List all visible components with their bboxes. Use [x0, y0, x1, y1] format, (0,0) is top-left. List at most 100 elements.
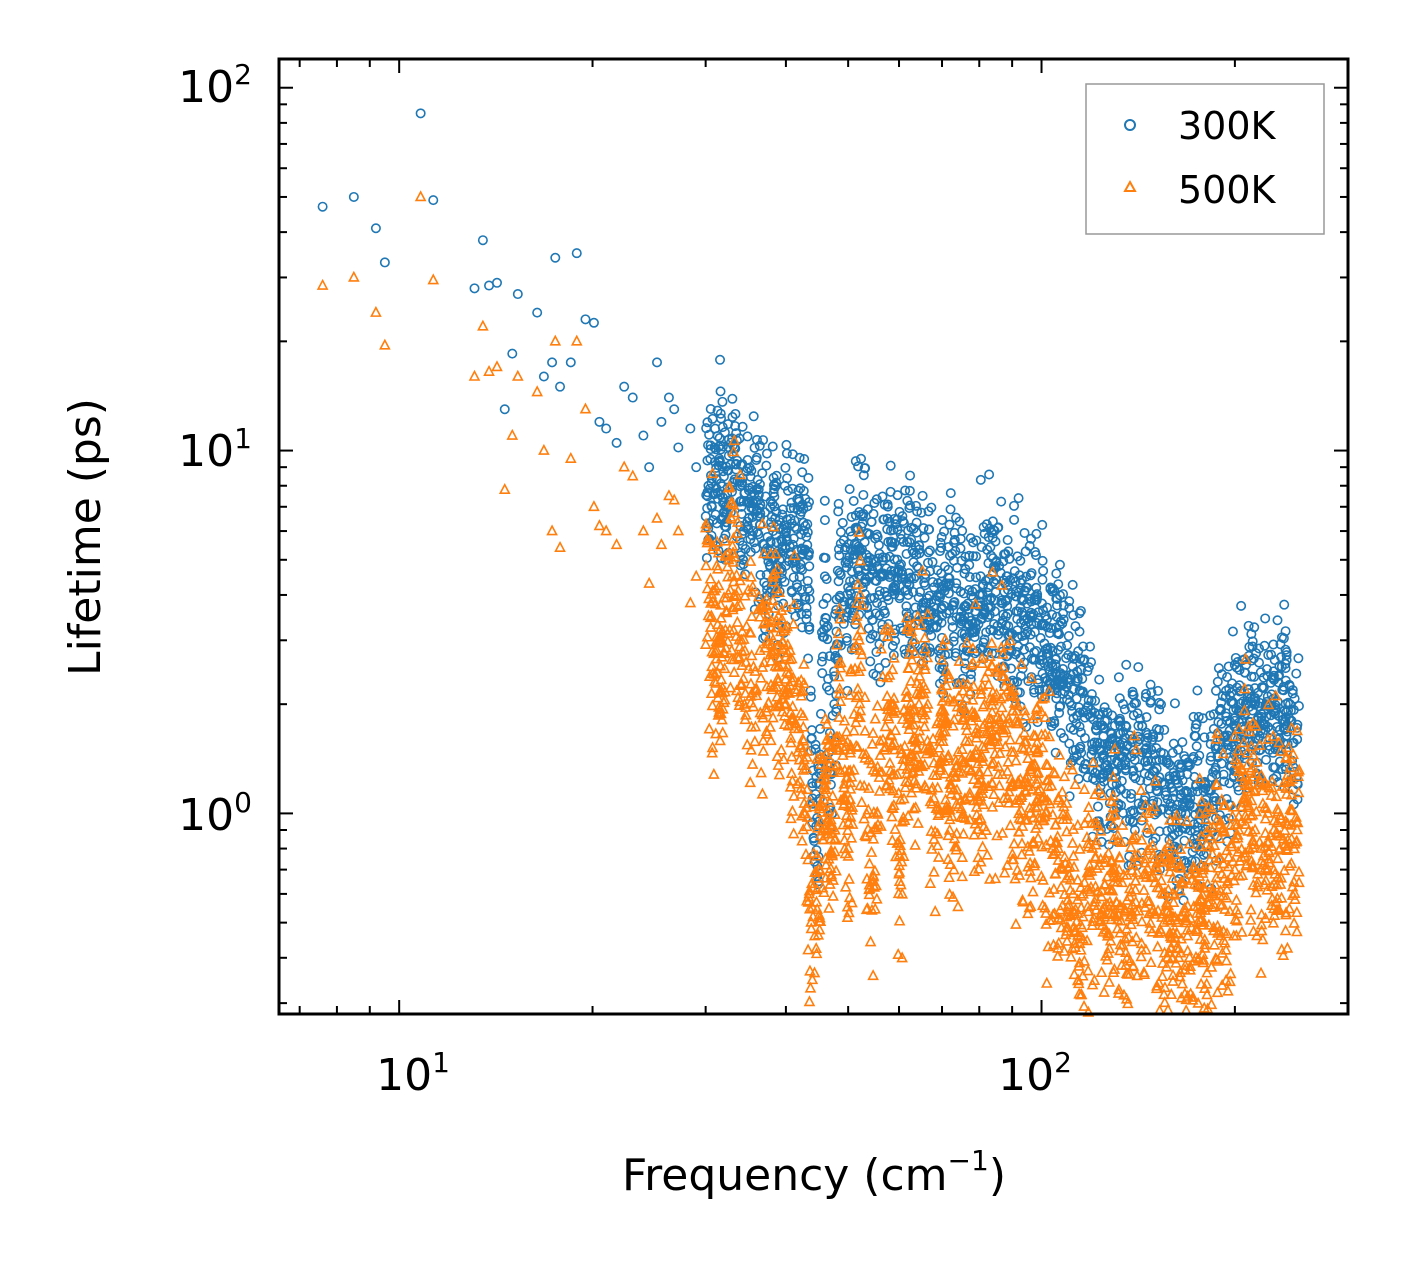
data-point-300k: [820, 552, 831, 563]
data-point-500k: [1096, 789, 1109, 801]
data-point-300k: [757, 468, 768, 479]
data-point-500k: [1211, 986, 1224, 998]
data-point-300k: [964, 572, 975, 583]
data-point-300k: [1085, 712, 1096, 723]
data-point-300k: [996, 496, 1007, 507]
data-point-300k: [714, 457, 725, 468]
data-point-300k: [840, 557, 851, 568]
data-point-500k: [1277, 948, 1290, 960]
data-point-300k: [1002, 534, 1013, 545]
data-point-500k: [1181, 814, 1193, 826]
data-point-500k: [904, 750, 917, 762]
data-point-300k: [989, 606, 1000, 617]
data-point-500k: [1120, 922, 1133, 934]
data-point-500k: [838, 714, 851, 726]
data-point-300k: [874, 662, 885, 673]
data-point-500k: [1284, 761, 1296, 773]
data-point-500k: [1193, 772, 1206, 784]
data-point-500k: [1211, 778, 1223, 790]
data-point-500k: [588, 500, 600, 512]
data-point-300k: [833, 576, 844, 587]
data-point-500k: [969, 747, 982, 759]
data-point-500k: [1281, 768, 1294, 780]
data-point-500k: [1047, 908, 1059, 920]
data-point-300k: [781, 448, 792, 459]
data-point-500k: [1246, 808, 1259, 820]
data-point-500k: [1255, 908, 1268, 920]
data-point-300k: [949, 537, 960, 548]
data-point-300k: [1154, 704, 1165, 715]
data-point-500k: [700, 517, 712, 529]
data-point-500k: [875, 819, 887, 831]
data-point-500k: [754, 610, 766, 622]
data-point-500k: [866, 737, 879, 749]
data-point-500k: [754, 706, 767, 718]
data-point-500k: [908, 632, 921, 644]
data-point-500k: [921, 607, 934, 619]
data-point-300k: [1055, 669, 1066, 680]
data-point-500k: [1069, 940, 1082, 952]
data-point-500k: [925, 741, 937, 753]
data-point-500k: [1192, 952, 1205, 964]
data-point-300k: [499, 404, 510, 415]
data-point-500k: [776, 658, 789, 670]
data-point-500k: [767, 711, 779, 723]
data-point-300k: [1268, 773, 1279, 784]
data-point-300k: [817, 651, 828, 662]
data-point-500k: [1090, 903, 1102, 915]
data-point-300k: [1090, 695, 1101, 706]
data-point-500k: [971, 823, 984, 835]
data-point-500k: [969, 725, 982, 737]
data-point-500k: [1059, 857, 1072, 869]
data-point-500k: [1095, 890, 1108, 902]
data-point-500k: [427, 273, 440, 285]
data-point-500k: [1085, 864, 1098, 876]
data-point-300k: [1289, 693, 1300, 704]
data-point-300k: [1285, 705, 1296, 716]
data-point-500k: [707, 543, 719, 555]
data-point-300k: [1037, 519, 1048, 530]
data-point-500k: [1015, 848, 1028, 860]
data-point-500k: [1164, 911, 1176, 923]
data-point-500k: [1233, 810, 1245, 822]
data-point-500k: [766, 683, 778, 695]
data-point-500k: [1217, 747, 1230, 759]
data-point-500k: [725, 653, 738, 665]
data-point-300k: [1077, 686, 1088, 697]
data-point-500k: [1210, 732, 1223, 744]
data-point-500k: [825, 846, 838, 858]
data-point-300k: [1029, 647, 1040, 658]
data-point-500k: [814, 864, 827, 876]
data-point-500k: [962, 761, 975, 773]
data-point-500k: [830, 638, 843, 650]
data-point-500k: [1167, 968, 1179, 980]
data-point-500k: [776, 641, 789, 653]
legend-box: [1085, 83, 1325, 235]
data-point-500k: [1067, 822, 1080, 834]
data-point-500k: [797, 734, 810, 746]
data-point-500k: [982, 733, 995, 745]
data-point-300k: [947, 548, 958, 559]
data-point-300k: [1182, 787, 1193, 798]
data-point-500k: [728, 588, 740, 600]
data-point-500k: [745, 649, 758, 661]
data-point-500k: [863, 857, 876, 869]
data-point-500k: [987, 788, 1000, 800]
data-point-300k: [927, 556, 938, 567]
data-point-500k: [1184, 960, 1197, 972]
data-point-500k: [1039, 711, 1051, 723]
data-point-500k: [1184, 963, 1196, 975]
data-point-500k: [936, 653, 948, 665]
data-point-500k: [1031, 792, 1044, 804]
data-point-500k: [939, 691, 952, 703]
data-point-300k: [880, 657, 891, 668]
data-point-300k: [944, 519, 955, 530]
data-point-300k: [1040, 644, 1051, 655]
data-point-500k: [722, 553, 735, 565]
data-point-500k: [961, 677, 974, 689]
data-point-500k: [867, 832, 880, 844]
data-point-500k: [1247, 834, 1260, 846]
data-point-500k: [740, 708, 752, 720]
data-point-500k: [764, 720, 777, 732]
data-point-300k: [890, 519, 901, 530]
